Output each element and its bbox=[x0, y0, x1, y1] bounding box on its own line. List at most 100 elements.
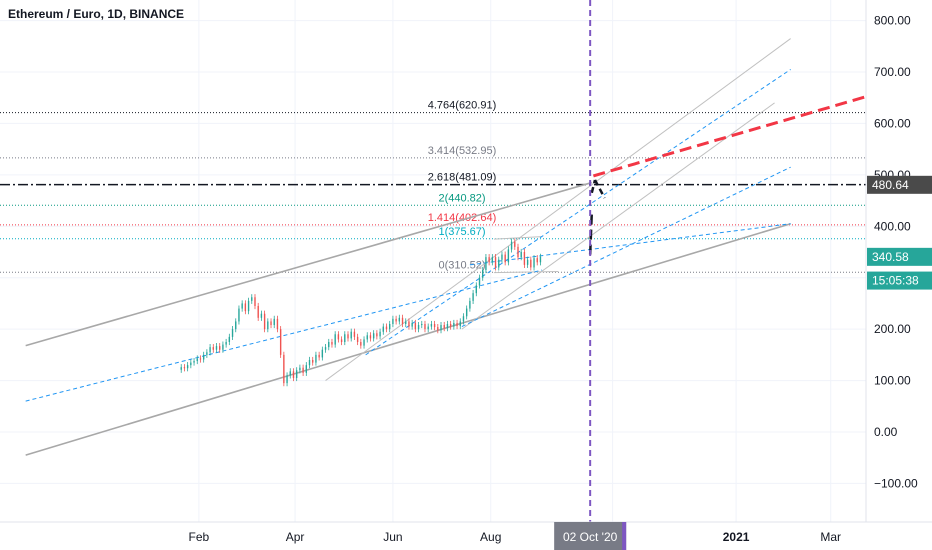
fib-level-label: 0(310.52) bbox=[438, 259, 485, 271]
candle-body bbox=[247, 300, 250, 312]
candle-body bbox=[254, 297, 256, 306]
price-axis-tick-label: 800.00 bbox=[874, 14, 911, 28]
price-axis-tick-label: −100.00 bbox=[874, 476, 918, 490]
candle-body bbox=[225, 342, 227, 345]
candle-body bbox=[472, 293, 474, 301]
candle-body bbox=[279, 329, 282, 355]
candle-body bbox=[498, 259, 500, 268]
candle-body bbox=[408, 321, 410, 327]
candle-body bbox=[514, 241, 516, 247]
candle-body bbox=[372, 333, 375, 339]
candle-body bbox=[494, 257, 497, 268]
candle-body bbox=[405, 321, 407, 324]
candle-body bbox=[469, 300, 471, 309]
candle-body bbox=[510, 241, 513, 250]
candle-body bbox=[231, 329, 234, 337]
channel-upper-line bbox=[25, 181, 592, 347]
candle-body bbox=[183, 367, 186, 369]
candle-body bbox=[437, 327, 439, 331]
candle-body bbox=[398, 317, 401, 322]
candle-body bbox=[353, 331, 356, 337]
candle-body bbox=[199, 358, 202, 360]
candle-body bbox=[417, 325, 420, 330]
candle-body bbox=[206, 352, 208, 355]
price-axis-tick-label: 600.00 bbox=[874, 116, 911, 130]
candle-body bbox=[222, 344, 224, 350]
price-axis-tick-label: 400.00 bbox=[874, 219, 911, 233]
candle-body bbox=[501, 254, 503, 260]
candle-body bbox=[449, 324, 452, 327]
price-tag-label: 340.58 bbox=[872, 250, 909, 264]
cursor-date-label: 02 Oct '20 bbox=[563, 530, 618, 544]
price-axis-tick-label: 100.00 bbox=[874, 374, 911, 388]
fib-level-label: 3.414(532.95) bbox=[428, 145, 497, 157]
candle-body bbox=[520, 252, 522, 258]
candle-body bbox=[219, 346, 221, 350]
cursor-date-accent bbox=[622, 522, 627, 550]
price-tag bbox=[867, 175, 932, 194]
candle-body bbox=[295, 370, 298, 378]
candle-body bbox=[263, 313, 266, 330]
pitchfork-median-bottom bbox=[493, 271, 559, 274]
price-axis-tick-label: 200.00 bbox=[874, 322, 911, 336]
candle-body bbox=[459, 321, 461, 327]
candle-body bbox=[411, 322, 413, 327]
candle-body bbox=[536, 258, 538, 263]
blue-dashed-line bbox=[469, 223, 791, 266]
candle-body bbox=[366, 335, 368, 340]
candle-body bbox=[308, 360, 311, 366]
time-axis-tick-label: Aug bbox=[480, 530, 501, 544]
plot-area bbox=[0, 0, 866, 522]
price-axis-tick-label: 0.00 bbox=[874, 425, 898, 439]
candle-body bbox=[337, 334, 340, 340]
fib-level-label: 2(440.82) bbox=[438, 192, 485, 204]
time-axis-tick-label: Jun bbox=[383, 530, 402, 544]
candle-body bbox=[344, 334, 346, 342]
candle-body bbox=[270, 321, 272, 326]
candle-body bbox=[238, 308, 240, 322]
price-tag-label: 480.64 bbox=[872, 178, 909, 192]
projection-red-dashed bbox=[592, 95, 867, 178]
candle-body bbox=[289, 371, 291, 376]
candle-body bbox=[228, 336, 231, 342]
candle-body bbox=[312, 360, 314, 363]
candle-body bbox=[321, 349, 324, 358]
candle-body bbox=[385, 326, 388, 330]
chart-title: Ethereum / Euro, 1D, BINANCE bbox=[8, 7, 185, 21]
candle-body bbox=[421, 324, 423, 326]
candle-body bbox=[363, 339, 365, 346]
candle-body bbox=[347, 334, 349, 339]
projection-arrow-dashed bbox=[590, 179, 597, 194]
candle-body bbox=[443, 325, 445, 329]
candle-body bbox=[482, 270, 484, 278]
price-tag bbox=[867, 271, 932, 290]
candle-body bbox=[202, 354, 205, 360]
candle-body bbox=[430, 324, 433, 327]
candle-body bbox=[324, 347, 327, 350]
price-tag bbox=[867, 247, 932, 266]
candle-body bbox=[328, 342, 330, 348]
candle-body bbox=[517, 246, 519, 258]
fib-level-label: 2.618(481.09) bbox=[428, 172, 497, 184]
candle-body bbox=[440, 325, 442, 331]
candle-body bbox=[491, 257, 494, 263]
candle-body bbox=[401, 317, 404, 324]
candle-body bbox=[475, 285, 477, 294]
time-axis-tick-label: 2021 bbox=[723, 530, 750, 544]
candle-body bbox=[478, 277, 481, 286]
candle-body bbox=[424, 324, 426, 330]
candle-body bbox=[453, 322, 455, 327]
candle-body bbox=[276, 318, 279, 330]
time-axis-tick-label: Mar bbox=[820, 530, 841, 544]
candle-body bbox=[504, 254, 506, 263]
time-axis-tick-label: Apr bbox=[286, 530, 305, 544]
candle-body bbox=[292, 371, 295, 378]
candle-body bbox=[507, 249, 510, 263]
candle-body bbox=[465, 308, 468, 317]
candle-body bbox=[286, 375, 288, 384]
candle-body bbox=[392, 318, 394, 324]
candle-body bbox=[526, 259, 529, 265]
time-axis-tick-label: Feb bbox=[189, 530, 210, 544]
candle-body bbox=[180, 367, 182, 370]
